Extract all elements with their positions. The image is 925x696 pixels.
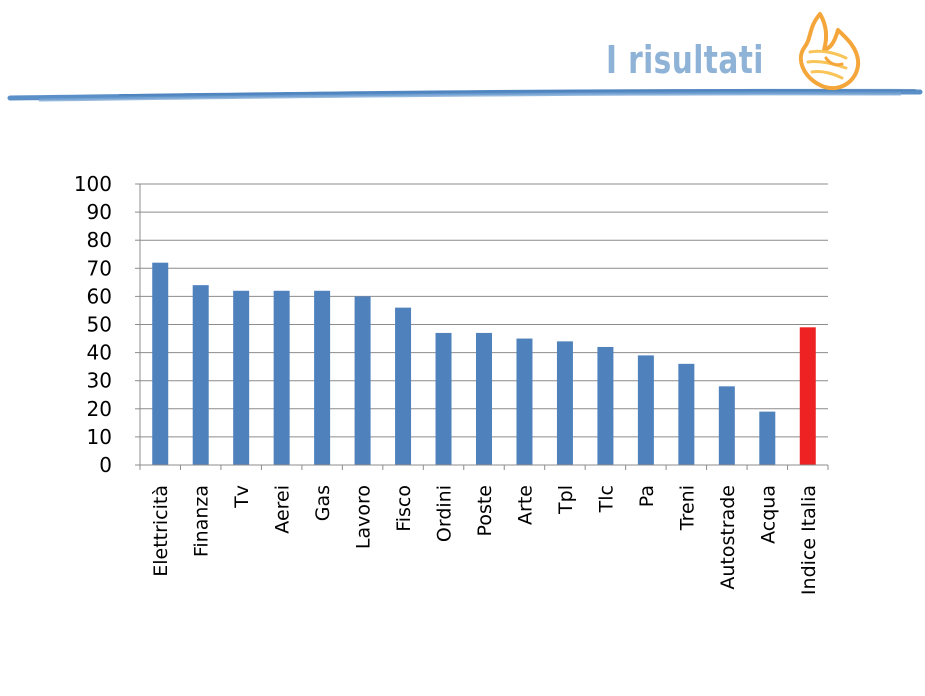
bar [314,290,331,465]
y-tick-label: 80 [87,228,112,252]
x-category-label: Lavoro [353,485,375,549]
bars [152,262,816,465]
y-tick-label: 60 [87,284,112,308]
bar [597,346,614,465]
x-category-label: Poste [474,485,496,536]
x-category-label: Treni [676,485,698,531]
x-category-label: Indice Italia [798,485,820,595]
x-category-label: Aerei [272,485,294,534]
x-axis-category-labels: Elettricità Finanza Tv Aerei Gas Lavoro Fisco O… [150,485,820,595]
x-category-label: Tlc [595,485,617,513]
x-category-label: Finanza [191,485,213,557]
bar [192,285,209,465]
y-tick-label: 0 [99,453,112,477]
header-brush-rule [7,88,923,102]
x-category-label: Acqua [757,485,779,544]
y-tick-label: 10 [87,425,112,449]
bar [435,332,452,465]
y-tick-label: 40 [87,341,112,365]
y-tick-label: 70 [87,256,112,280]
y-axis-tick-labels: 0 10 20 30 40 50 60 70 80 90 100 [74,172,112,477]
flame-hand-logo-icon [798,12,861,90]
x-category-label: Tpl [555,485,577,515]
bar [395,307,412,465]
bar [476,332,492,465]
bar [273,290,290,465]
bar [233,290,250,465]
x-category-label: Elettricità [150,485,172,577]
bar [556,341,573,465]
x-category-label: Ordini [434,485,456,542]
x-category-label: Pa [636,485,658,507]
x-category-label: Fisco [393,485,415,532]
y-tick-label: 90 [87,200,112,224]
x-category-label: Tv [231,485,253,509]
x-category-label: Arte [514,485,536,525]
bar [759,411,776,465]
y-tick-label: 100 [74,172,112,196]
y-tick-label: 50 [87,313,112,337]
page-title: I risultati [606,38,764,82]
y-tick-label: 20 [87,397,112,421]
bar [152,262,169,465]
x-category-label: Autostrade [717,485,739,590]
bar [637,355,654,465]
x-category-label: Gas [312,485,334,521]
axes [139,184,828,470]
y-tick-label: 30 [87,369,112,393]
bar [516,338,533,465]
bar [799,327,816,465]
bar [678,363,695,465]
bar [718,386,735,465]
bar [354,296,371,465]
